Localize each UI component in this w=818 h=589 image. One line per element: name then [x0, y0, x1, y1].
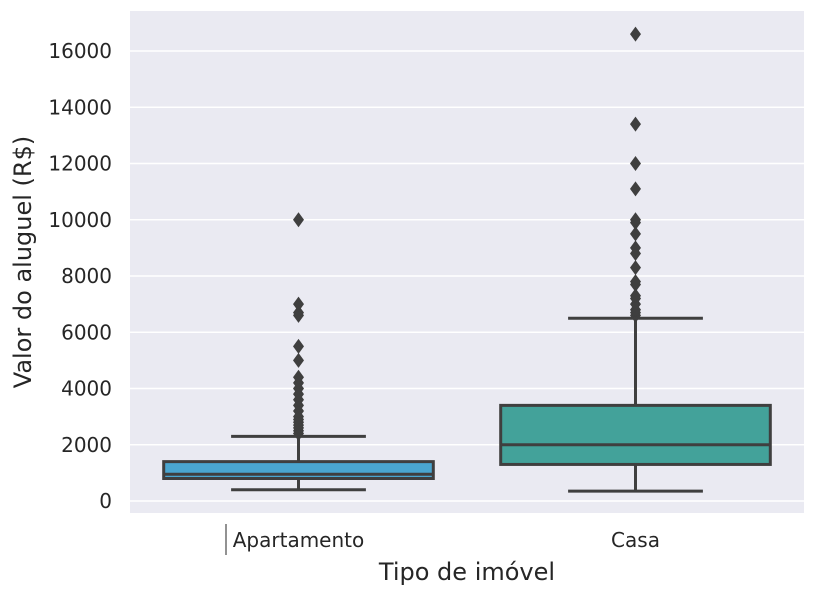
iqr-box [499, 403, 772, 466]
y-tick-label: 10000 [48, 208, 112, 232]
outlier-point [293, 352, 304, 368]
x-tick-label: Casa [611, 528, 660, 552]
y-tick-label: 12000 [48, 152, 112, 176]
outlier-point [293, 369, 304, 385]
y-tick-label: 2000 [61, 433, 112, 457]
outlier-point [293, 305, 304, 321]
iqr-box [162, 460, 435, 480]
outlier-point [630, 181, 641, 197]
x-axis-label: Tipo de imóvel [378, 558, 555, 586]
outlier-point [630, 156, 641, 171]
outlier-point [293, 212, 304, 228]
y-tick-labels: 0 2000 4000 6000 8000 10000 12000 14000 16000 [48, 39, 112, 513]
outlier-point [630, 240, 641, 256]
y-tick-label: 4000 [61, 377, 112, 401]
outlier-point [630, 226, 641, 242]
outlier-point [293, 296, 304, 312]
outlier-point [630, 260, 641, 276]
y-tick-label: 0 [99, 489, 112, 513]
x-tick-label: Apartamento [233, 528, 365, 552]
outlier-point [293, 338, 304, 354]
outlier-point [630, 116, 641, 132]
y-tick-label: 6000 [61, 320, 112, 344]
x-tick-labels: Apartamento Casa [225, 524, 660, 555]
boxes [162, 26, 772, 493]
outlier-point [630, 26, 641, 42]
y-tick-label: 16000 [48, 39, 112, 63]
y-axis-label: Valor do aluguel (R$) [9, 136, 37, 388]
grid-lines [130, 50, 804, 502]
y-tick-label: 8000 [61, 264, 112, 288]
outlier-point [630, 288, 641, 304]
y-tick-label: 14000 [48, 95, 112, 119]
box-casa [499, 26, 772, 493]
box-apartamento [162, 212, 435, 492]
outlier-point [630, 274, 641, 290]
outlier-point [630, 212, 641, 228]
